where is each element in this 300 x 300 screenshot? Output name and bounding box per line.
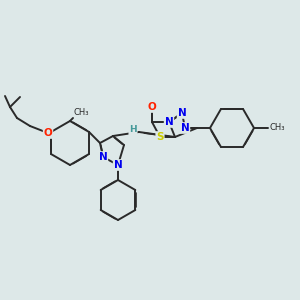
Text: N: N (181, 123, 189, 133)
Text: N: N (99, 152, 107, 162)
Text: O: O (44, 128, 52, 138)
Text: H: H (129, 125, 137, 134)
Text: N: N (114, 160, 122, 170)
Text: N: N (165, 117, 173, 127)
Text: CH₃: CH₃ (74, 108, 89, 117)
Text: S: S (156, 132, 164, 142)
Text: O: O (148, 102, 156, 112)
Text: N: N (178, 108, 186, 118)
Text: CH₃: CH₃ (270, 124, 286, 133)
